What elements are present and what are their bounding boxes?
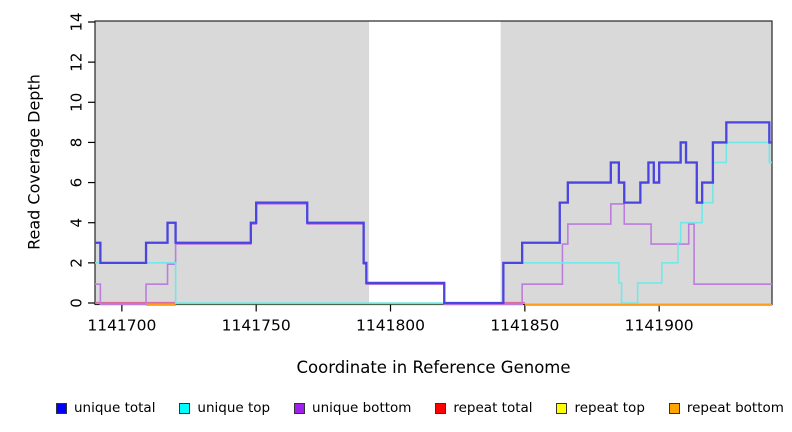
legend-swatch-icon [668, 402, 680, 414]
x-tick-label: 1141850 [490, 317, 559, 335]
shaded-region [95, 21, 370, 305]
x-tick-label: 1141800 [356, 317, 425, 335]
legend-swatch-icon [556, 402, 568, 414]
x-tick-label: 1141900 [625, 317, 694, 335]
legend-label: repeat total [453, 400, 533, 416]
coverage-chart-area: 0 2 4 6 8 10 12 14 1141700 1141750 1141800 1141850 1… [68, 12, 773, 335]
legend-swatch-icon [294, 402, 306, 414]
legend-label: unique top [197, 400, 271, 416]
legend-label: repeat bottom [686, 400, 784, 416]
series-unique-total [95, 121, 772, 305]
legend-item-unique-total: unique total [56, 400, 155, 416]
x-axis-title: Coordinate in Reference Genome [296, 358, 571, 377]
shaded-region [500, 21, 772, 305]
y-tick-label: 0 [68, 298, 86, 308]
x-tick-label: 1141700 [87, 317, 156, 335]
y-tick-label: 10 [68, 93, 86, 112]
legend-item-repeat-bottom: repeat bottom [668, 400, 784, 416]
y-tick-label: 14 [68, 12, 86, 31]
legend-item-unique-bottom: unique bottom [294, 400, 411, 416]
legend-label: unique bottom [312, 400, 412, 416]
legend-label: repeat top [574, 400, 645, 416]
legend-swatch-icon [435, 402, 447, 414]
y-axis-title: Read Coverage Depth [24, 74, 44, 250]
legend-item-unique-top: unique top [179, 400, 270, 416]
legend-swatch-icon [56, 402, 67, 414]
series-unique-bottom [95, 203, 772, 306]
coverage-chart-svg: 0 2 4 6 8 10 12 14 1141700 1141750 1141800 1141850 1… [68, 12, 773, 335]
x-tick-label: 1141750 [222, 317, 291, 335]
legend-label: unique total [74, 400, 156, 416]
y-tick-label: 4 [68, 218, 86, 228]
y-tick-label: 12 [68, 53, 86, 72]
chart-legend: unique total unique top unique bottom repea… [56, 400, 784, 416]
legend-item-repeat-total: repeat total [435, 400, 533, 416]
legend-item-repeat-top: repeat top [556, 400, 645, 416]
y-tick-label: 8 [68, 138, 86, 148]
y-tick-label: 6 [68, 178, 86, 188]
legend-swatch-icon [179, 402, 191, 414]
y-tick-label: 2 [68, 258, 86, 268]
